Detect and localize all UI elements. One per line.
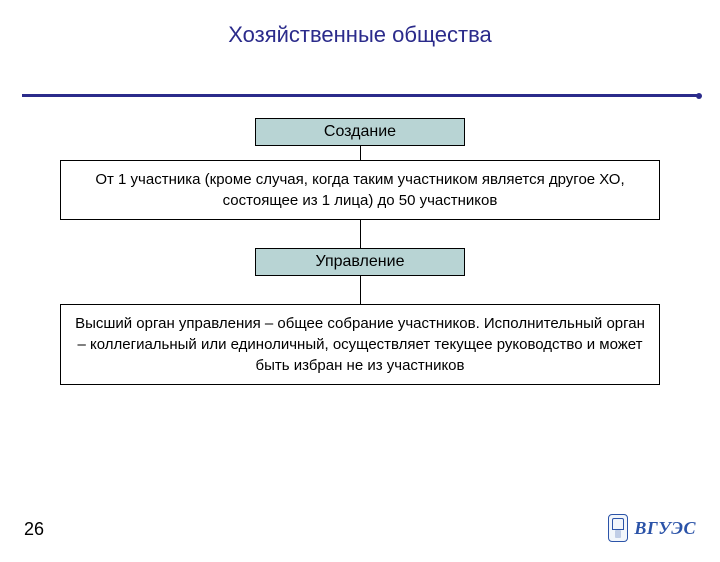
node-management-header: Управление [255, 248, 465, 276]
page-number: 26 [24, 520, 36, 538]
connector [360, 276, 361, 304]
node-creation-body: От 1 участника (кроме случая, когда таки… [60, 160, 660, 220]
logo-text: ВГУЭС [634, 518, 696, 539]
title-underline [22, 94, 698, 97]
node-management-body: Высший орган управления – общее собрание… [60, 304, 660, 385]
connector [360, 220, 361, 248]
logo-icon [608, 514, 628, 542]
connector [360, 146, 361, 160]
logo: ВГУЭС [608, 514, 696, 542]
flowchart: Создание От 1 участника (кроме случая, к… [60, 118, 660, 385]
page-title: Хозяйственные общества [0, 22, 720, 48]
node-creation-header: Создание [255, 118, 465, 146]
